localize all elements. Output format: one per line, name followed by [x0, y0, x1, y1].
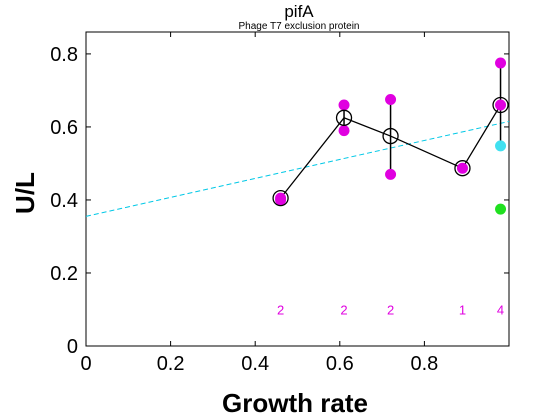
x-tick-label: 0.6 — [326, 353, 354, 375]
chart-title: pifA — [284, 2, 314, 21]
fit-line — [85, 120, 510, 217]
x-tick-label: 0 — [80, 353, 91, 375]
count-label: 2 — [387, 302, 394, 317]
mean-line — [280, 104, 502, 199]
count-label: 4 — [497, 302, 504, 317]
count-label: 2 — [277, 302, 284, 317]
replicate-point — [275, 194, 287, 206]
replicate-point — [495, 99, 507, 111]
y-tick-label: 0 — [67, 336, 78, 358]
green-point — [495, 203, 507, 215]
mean-marker — [382, 127, 399, 145]
y-tick-label: 0.8 — [50, 44, 78, 66]
replicate-point — [338, 99, 350, 111]
y-axis-label: U/L — [10, 172, 40, 214]
replicate-point — [385, 168, 397, 180]
x-tick-label: 0.2 — [157, 353, 185, 375]
replicate-point — [456, 162, 468, 174]
chart-subtitle: Phage T7 exclusion protein — [238, 21, 359, 32]
count-label: 1 — [459, 302, 466, 317]
cyan-point — [495, 140, 507, 152]
count-label: 2 — [340, 302, 347, 317]
replicate-point — [495, 57, 507, 69]
mean-marker — [454, 160, 471, 177]
x-axis-label: Growth rate — [222, 388, 368, 418]
x-tick-label: 0.8 — [410, 353, 438, 375]
axes-box — [85, 31, 510, 347]
mean-marker — [492, 96, 509, 114]
replicate-point — [385, 94, 397, 106]
mean-marker — [272, 189, 289, 207]
plot-area: 0 0.2 0.4 0.6 0.8 0 0.2 0.4 0.6 0.8 2 2 2 1 4 — [50, 31, 510, 375]
y-tick-label: 0.2 — [50, 263, 78, 285]
y-tick-label: 0.6 — [50, 117, 78, 139]
x-tick-label: 0.4 — [241, 353, 269, 375]
replicate-point — [338, 125, 350, 137]
mean-marker — [335, 109, 353, 126]
y-tick-label: 0.4 — [50, 190, 78, 212]
